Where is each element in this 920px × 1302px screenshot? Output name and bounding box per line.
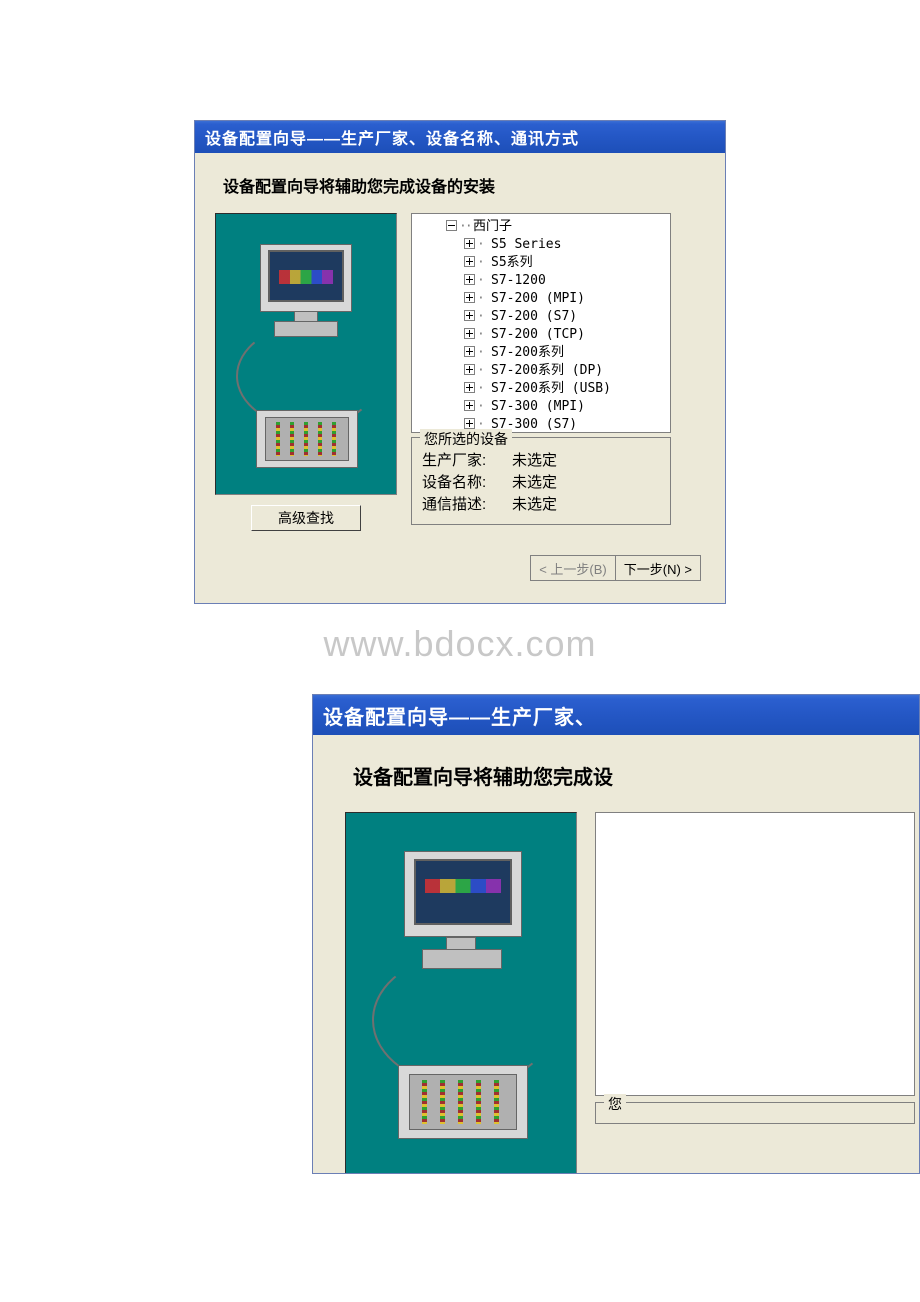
tree-item[interactable]: S5 Series: [491, 237, 561, 252]
group-legend: 您所选的设备: [420, 429, 512, 449]
tree-expand-icon[interactable]: [464, 364, 475, 375]
tree-expand-icon[interactable]: [464, 238, 475, 249]
manufacturer-value: 未选定: [512, 450, 557, 472]
device-tree[interactable]: [595, 812, 915, 1096]
watermark-text: www.bdocx.com: [323, 623, 596, 665]
manufacturer-label: 生产厂家:: [422, 450, 502, 472]
selected-device-group: 您: [595, 1102, 915, 1124]
titlebar: 设备配置向导——生产厂家、设备名称、通讯方式: [195, 121, 725, 153]
device-illustration: [345, 812, 577, 1174]
tree-expand-icon[interactable]: [464, 382, 475, 393]
comm-desc-label: 通信描述:: [422, 494, 502, 516]
selected-device-group: 您所选的设备 生产厂家:未选定 设备名称:未选定 通信描述:未选定: [411, 437, 671, 525]
tree-expand-icon[interactable]: [464, 328, 475, 339]
tree-item[interactable]: S7-200 (S7): [491, 309, 577, 324]
back-button: < 上一步(B): [530, 555, 616, 581]
next-button[interactable]: 下一步(N) >: [615, 555, 701, 581]
device-illustration: [215, 213, 397, 495]
tree-item[interactable]: S7-200 (TCP): [491, 327, 585, 342]
titlebar: 设备配置向导——生产厂家、: [313, 695, 919, 735]
device-tree[interactable]: ··西门子 ·S5 Series ·S5系列 ·S7-1200 ·S7-200 …: [411, 213, 671, 433]
tree-item[interactable]: S5系列: [491, 255, 533, 270]
tree-item[interactable]: S7-1200: [491, 273, 546, 288]
window-title: 设备配置向导——生产厂家、设备名称、通讯方式: [205, 125, 579, 149]
tree-expand-icon[interactable]: [464, 274, 475, 285]
tree-item[interactable]: S7-300 (MPI): [491, 399, 585, 414]
tree-collapse-icon[interactable]: [446, 220, 457, 231]
group-legend-fragment: 您: [604, 1094, 626, 1114]
wizard-subtitle: 设备配置向导将辅助您完成设备的安装: [223, 173, 705, 197]
tree-item[interactable]: S7-200系列 (DP): [491, 363, 603, 378]
wizard-window-2: 设备配置向导——生产厂家、 设备配置向导将辅助您完成设: [312, 694, 920, 1174]
device-name-value: 未选定: [512, 472, 557, 494]
tree-item[interactable]: S7-200 (MPI): [491, 291, 585, 306]
wizard-subtitle: 设备配置向导将辅助您完成设: [353, 761, 893, 790]
wizard-window-1: 设备配置向导——生产厂家、设备名称、通讯方式 设备配置向导将辅助您完成设备的安装: [194, 120, 726, 604]
device-name-label: 设备名称:: [422, 472, 502, 494]
tree-expand-icon[interactable]: [464, 256, 475, 267]
tree-expand-icon[interactable]: [464, 346, 475, 357]
comm-desc-value: 未选定: [512, 494, 557, 516]
tree-expand-icon[interactable]: [464, 418, 475, 429]
tree-expand-icon[interactable]: [464, 310, 475, 321]
advanced-search-button[interactable]: 高级查找: [251, 505, 361, 531]
tree-root-label[interactable]: 西门子: [473, 219, 512, 234]
tree-item[interactable]: S7-200系列 (USB): [491, 381, 611, 396]
tree-expand-icon[interactable]: [464, 292, 475, 303]
window-title: 设备配置向导——生产厂家、: [323, 701, 596, 730]
tree-expand-icon[interactable]: [464, 400, 475, 411]
tree-item[interactable]: S7-200系列: [491, 345, 564, 360]
